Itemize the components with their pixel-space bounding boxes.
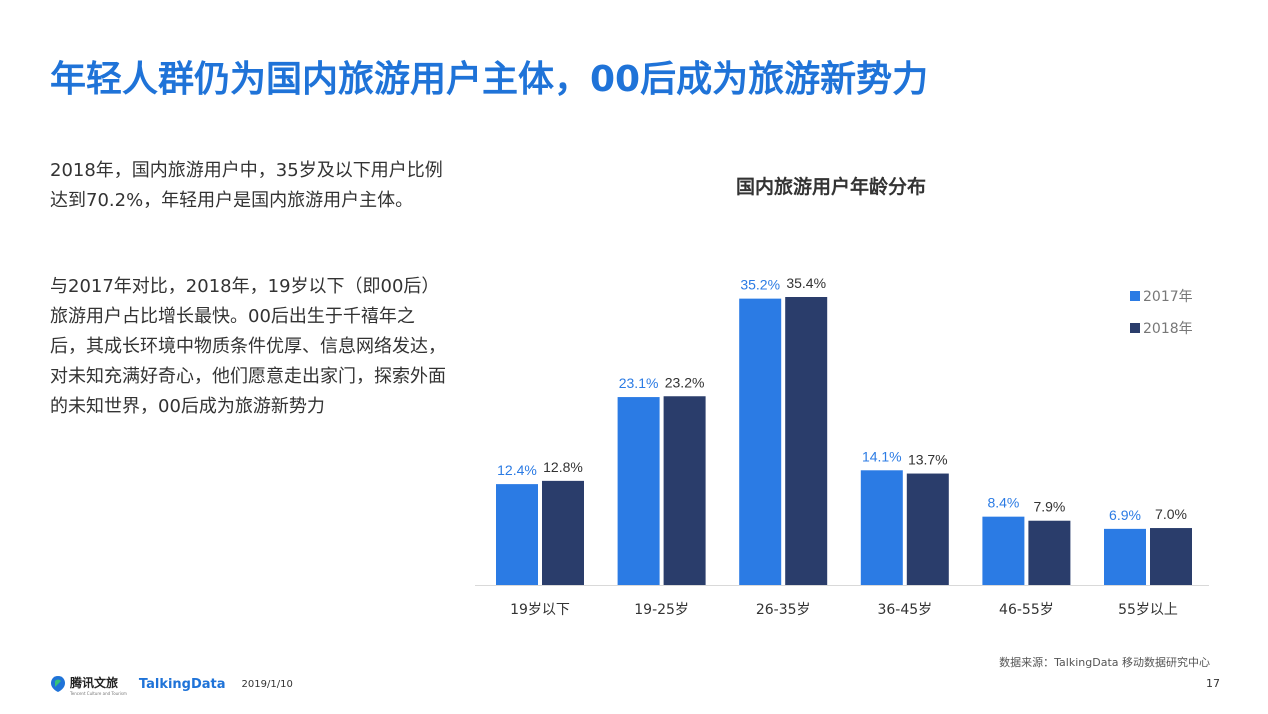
bar-2018年-19岁以下 [542,480,584,585]
data-label: 35.4% [786,275,826,291]
bar-2018年-46-55岁 [1028,520,1071,585]
x-tick-label: 46-55岁 [999,602,1054,618]
x-tick-label: 36-45岁 [877,602,932,618]
talkingdata-logo: TalkingData [138,676,226,692]
footer: 腾讯文旅 Tencent Culture and Tourism Talking… [50,672,293,696]
data-label: 7.9% [1033,499,1065,515]
bar-2017年-55岁以上 [1104,528,1146,585]
data-label: 13.7% [908,452,948,468]
bar-2017年-19-25岁 [617,397,660,585]
age-distribution-chart: 12.4% 12.8% 19岁以下 23.1% 23.2% 19-25岁 35.2% 35.4… [475,275,1209,618]
bar-2017年-26-35岁 [739,298,782,585]
legend-label: 2018年 [1143,321,1193,337]
bar-2018年-55岁以上 [1150,528,1192,585]
data-label: 7.0% [1155,506,1187,522]
chart-title: 国内旅游用户年龄分布 [736,176,927,198]
logo-text: 腾讯文旅 [70,676,119,690]
bar-2017年-46-55岁 [982,516,1025,585]
data-source: 数据来源：TalkingData 移动数据研究中心 [999,656,1210,669]
data-label: 14.1% [862,448,902,464]
legend-swatch [1130,291,1140,301]
page-title: 年轻人群仍为国内旅游用户主体，00后成为旅游新势力 [50,59,929,100]
bar-2017年-36-45岁 [860,470,903,585]
data-label: 6.9% [1109,507,1141,523]
data-label: 23.2% [665,374,705,390]
tencent-tourism-logo-icon [50,675,66,693]
detail-paragraph: 与2017年对比，2018年，19岁以下（即00后）旅游用户占比增长最快。00后… [50,276,446,417]
data-label: 12.8% [543,459,583,475]
data-label: 12.4% [497,462,537,478]
tencent-tourism-logo: 腾讯文旅 Tencent Culture and Tourism [66,672,127,696]
legend-label: 2017年 [1143,289,1193,305]
data-label: 8.4% [987,495,1019,511]
bar-2018年-36-45岁 [906,473,949,585]
bar-2017年-19岁以下 [496,484,538,585]
x-tick-label: 19岁以下 [510,602,570,618]
bar-2018年-19-25岁 [663,396,706,585]
summary-paragraph: 2018年，国内旅游用户中，35岁及以下用户比例达到70.2%，年轻用户是国内旅… [50,160,443,211]
x-tick-label: 55岁以上 [1118,602,1178,618]
data-label: 23.1% [619,375,659,391]
footer-date: 2019/1/10 [241,678,293,690]
bar-2018年-26-35岁 [785,297,828,585]
logo-subtext: Tencent Culture and Tourism [70,691,127,696]
page-number: 17 [1206,677,1220,690]
legend-swatch [1130,323,1140,333]
x-tick-label: 19-25岁 [634,602,689,618]
x-tick-label: 26-35岁 [756,602,811,618]
data-label: 35.2% [740,277,780,293]
